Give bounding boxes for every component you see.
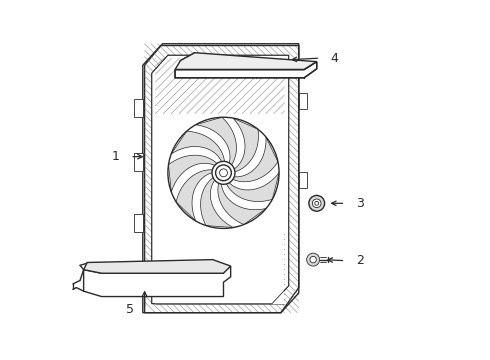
Polygon shape bbox=[84, 260, 231, 273]
Circle shape bbox=[309, 195, 324, 211]
Polygon shape bbox=[225, 173, 279, 202]
Circle shape bbox=[216, 165, 231, 181]
Polygon shape bbox=[169, 155, 219, 192]
Circle shape bbox=[310, 256, 317, 263]
Text: 1: 1 bbox=[112, 150, 120, 163]
Circle shape bbox=[313, 199, 321, 208]
Circle shape bbox=[212, 161, 235, 184]
Text: 3: 3 bbox=[356, 197, 364, 210]
Polygon shape bbox=[175, 62, 317, 78]
Polygon shape bbox=[233, 118, 258, 172]
Polygon shape bbox=[218, 181, 266, 225]
Circle shape bbox=[307, 253, 319, 266]
Polygon shape bbox=[299, 93, 307, 109]
Polygon shape bbox=[175, 53, 317, 69]
Polygon shape bbox=[134, 153, 143, 171]
Text: 2: 2 bbox=[356, 254, 364, 267]
Polygon shape bbox=[155, 234, 285, 304]
Polygon shape bbox=[134, 99, 143, 117]
Text: 5: 5 bbox=[126, 303, 134, 316]
Polygon shape bbox=[171, 131, 224, 163]
Polygon shape bbox=[299, 172, 307, 188]
Polygon shape bbox=[84, 266, 231, 297]
Circle shape bbox=[168, 117, 279, 228]
Polygon shape bbox=[134, 214, 143, 232]
Text: 4: 4 bbox=[331, 51, 339, 64]
Polygon shape bbox=[152, 55, 289, 304]
Polygon shape bbox=[231, 137, 278, 182]
Polygon shape bbox=[145, 44, 299, 313]
Polygon shape bbox=[196, 117, 237, 166]
Polygon shape bbox=[200, 176, 233, 228]
Polygon shape bbox=[176, 170, 215, 221]
